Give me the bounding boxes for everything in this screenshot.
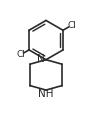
Text: N: N	[37, 54, 45, 64]
Text: Cl: Cl	[16, 50, 25, 59]
Text: Cl: Cl	[67, 21, 76, 30]
Text: NH: NH	[38, 89, 54, 99]
